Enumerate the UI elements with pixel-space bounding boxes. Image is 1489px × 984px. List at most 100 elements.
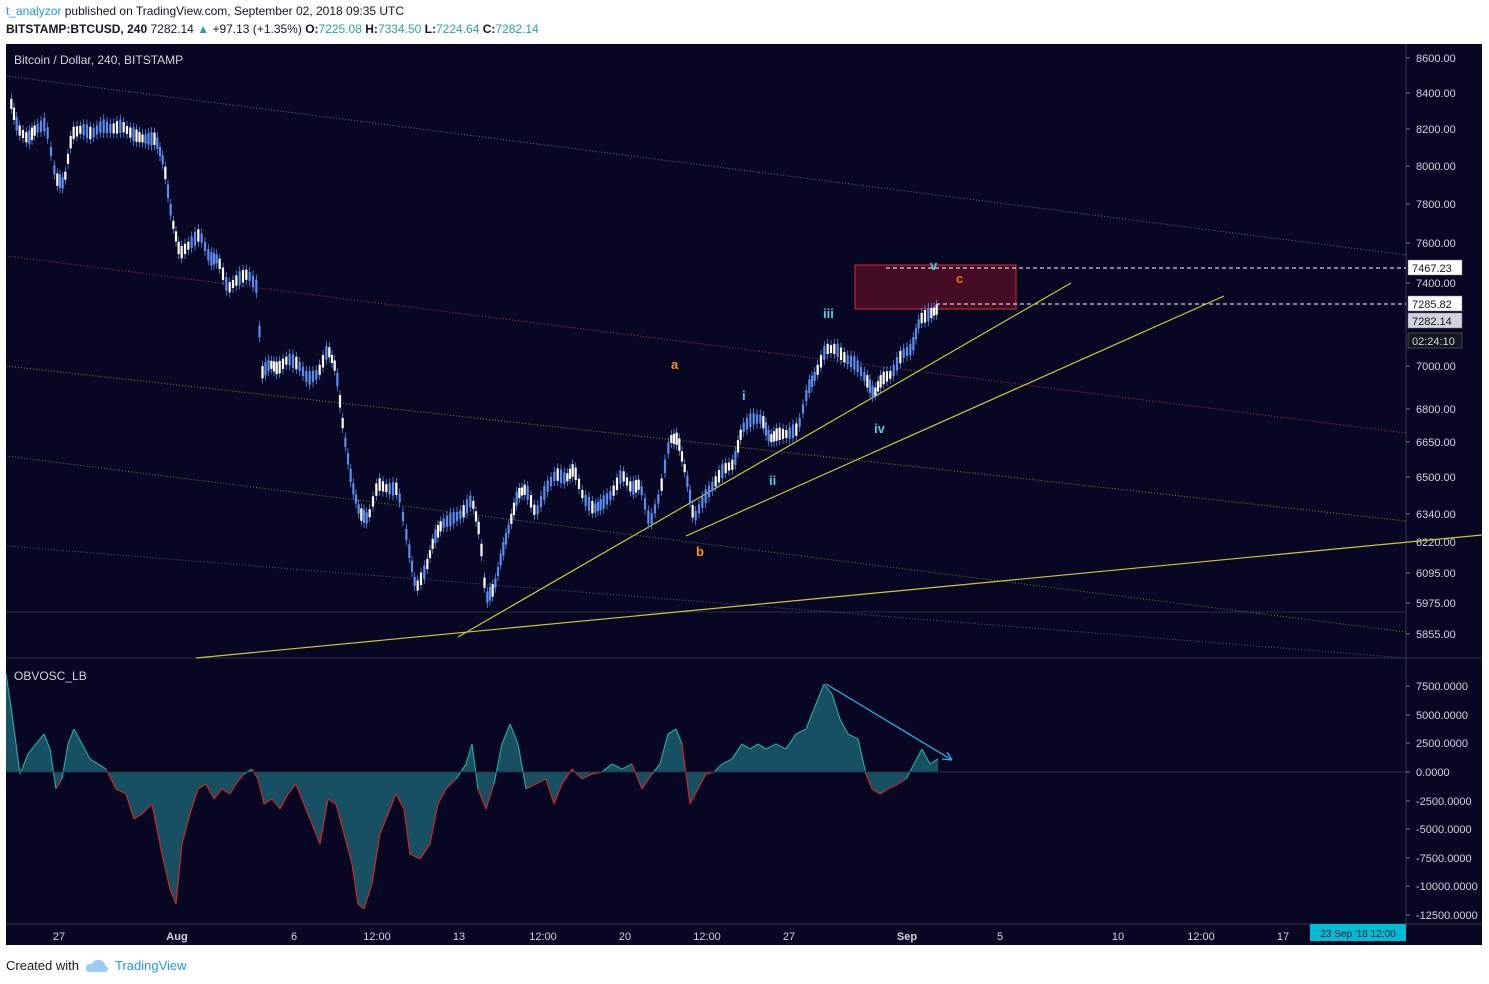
candle-body <box>823 346 826 360</box>
candle-body <box>434 529 437 543</box>
candle-body <box>431 538 434 549</box>
oscillator-segment <box>327 798 337 805</box>
candle-body <box>119 119 122 133</box>
candle-body <box>177 241 180 255</box>
oscillator-segment <box>141 803 153 815</box>
candle-body <box>349 468 352 483</box>
candle-body <box>724 462 727 474</box>
price-tick-label: 8600.00 <box>1416 53 1456 65</box>
candle-body <box>759 414 762 424</box>
tradingview-link[interactable]: TradingView <box>114 958 187 973</box>
osc-tick-label: 0.0000 <box>1416 767 1450 779</box>
oscillator-line-group <box>6 673 939 910</box>
low-value: 7224.64 <box>436 22 480 36</box>
candle-body <box>483 577 486 588</box>
open-label: O: <box>305 22 319 36</box>
candle-body <box>515 492 518 506</box>
symbol-label: BITSTAMP:BTCUSD, 240 <box>6 22 148 36</box>
candle-body <box>714 476 717 487</box>
candle-body <box>767 429 770 442</box>
candle-body <box>745 418 749 430</box>
oscillator-segment <box>847 733 859 740</box>
candle-body <box>79 125 82 134</box>
candle-body <box>164 166 167 180</box>
candle-body <box>839 347 843 360</box>
oscillator-segment <box>27 743 37 755</box>
footer: Created with TradingView <box>6 958 187 973</box>
candle-body <box>694 511 697 521</box>
candle-body <box>895 357 899 371</box>
candle-body <box>144 134 147 144</box>
oscillator-segment <box>257 778 265 805</box>
candle-body <box>426 558 429 569</box>
candle-body <box>112 123 115 134</box>
oscillator-segment <box>35 733 45 745</box>
candle-body <box>902 348 905 358</box>
candle-body <box>305 370 308 382</box>
candle-body <box>619 470 622 484</box>
candle-body <box>846 355 849 365</box>
time-tick-label: 10 <box>1112 931 1124 943</box>
candle-body <box>563 472 566 484</box>
candle-body <box>408 544 411 558</box>
close-value: 7282.14 <box>495 22 539 36</box>
time-tick-label: 12:00 <box>1187 931 1215 943</box>
chart-background <box>6 44 1482 945</box>
oscillator-segment <box>545 778 555 805</box>
candle-body <box>187 241 190 250</box>
candle-body <box>494 578 497 588</box>
price-tick-label: 6220.00 <box>1416 537 1456 549</box>
oscillator-segment <box>89 758 99 765</box>
candle-body <box>95 125 99 135</box>
candle-body <box>615 477 619 490</box>
candle-body <box>158 146 162 156</box>
candle-body <box>465 499 469 513</box>
oscillator-segment <box>921 748 931 765</box>
candle-body <box>10 98 13 109</box>
candle-body <box>826 343 829 354</box>
oscillator-segment <box>465 743 473 765</box>
change-value: +97.13 (+1.35%) <box>212 22 302 36</box>
candle-body <box>56 173 59 186</box>
author-link[interactable]: t_analyzor <box>6 4 62 18</box>
candle-body <box>354 494 358 504</box>
candle-body <box>141 134 144 143</box>
candle-body <box>28 130 31 144</box>
candle-body <box>193 232 197 246</box>
candle-body <box>721 464 724 478</box>
candle-body <box>518 487 521 499</box>
chart-area[interactable]: 8600.00 8400.00 8200.00 8000.00 7800.00 7600.… <box>6 44 1482 945</box>
oscillator-segment <box>509 723 519 745</box>
time-tick-label: 13 <box>453 931 465 943</box>
chart-canvas[interactable]: 8600.00 8400.00 8200.00 8000.00 7800.00 7600.… <box>6 44 1482 945</box>
candle-body <box>315 370 318 380</box>
candle-body <box>267 359 270 372</box>
oscillator-segment <box>721 758 733 765</box>
oscillator-segment <box>197 783 207 790</box>
oscillator-segment <box>731 743 743 760</box>
candle-body <box>701 496 704 508</box>
channel-line <box>6 455 1407 633</box>
oscillator-segment <box>419 843 431 860</box>
oscillator-segment <box>181 813 191 845</box>
candle-body <box>704 489 707 503</box>
oscillator-segment <box>525 783 537 790</box>
candle-body <box>512 502 516 515</box>
candle-body <box>228 282 231 293</box>
candle-body <box>46 127 49 139</box>
candle-body <box>270 360 273 369</box>
candle-body <box>791 424 795 438</box>
candle-body <box>190 236 193 248</box>
candle-body <box>520 487 524 496</box>
candle-body <box>301 366 305 376</box>
candle-body <box>125 126 129 134</box>
candle-body <box>849 355 853 367</box>
candle-body <box>587 497 591 511</box>
candle-body <box>914 328 918 340</box>
change-arrow-icon: ▲ <box>197 22 210 36</box>
candle-body <box>920 312 923 324</box>
wave-label-iv: iv <box>874 421 886 436</box>
candle-body <box>311 370 315 382</box>
time-tick-label: 20 <box>619 931 631 943</box>
candle-body <box>238 271 241 285</box>
